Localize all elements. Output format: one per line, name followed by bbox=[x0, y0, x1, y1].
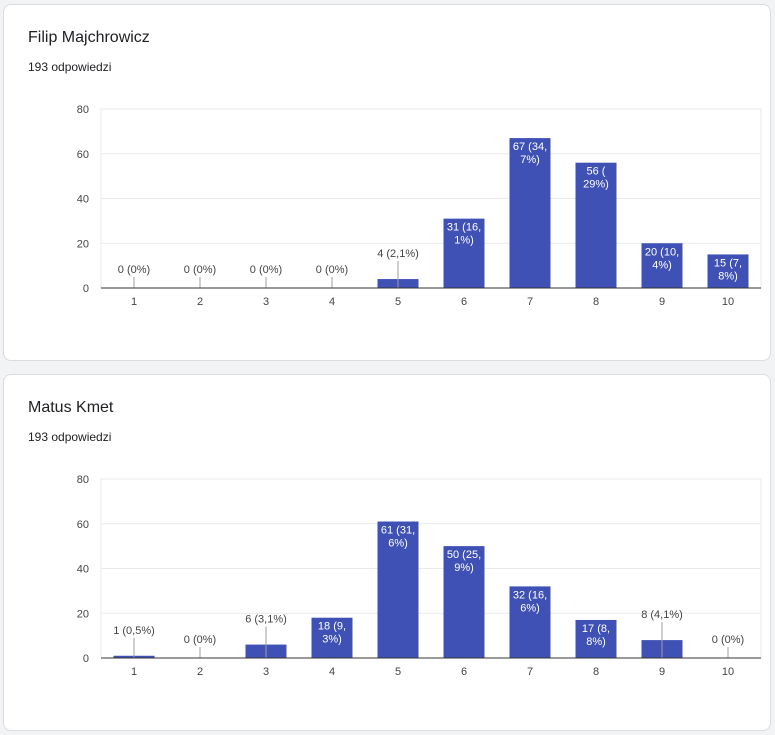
bar bbox=[509, 138, 551, 288]
data-label: 56 (29%) bbox=[583, 166, 609, 191]
bar bbox=[509, 586, 551, 658]
response-count: 193 odpowiedzi bbox=[28, 430, 112, 444]
x-tick-label: 1 bbox=[131, 666, 137, 678]
x-tick-label: 7 bbox=[527, 296, 533, 308]
x-tick-label: 5 bbox=[395, 296, 401, 308]
data-label: 1 (0,5%) bbox=[113, 625, 155, 637]
chart-card: Filip Majchrowicz 193 odpowiedzi 0 20 40 60… bbox=[3, 4, 771, 361]
data-label: 0 (0%) bbox=[712, 634, 744, 646]
x-tick-label: 2 bbox=[197, 296, 203, 308]
data-label: 20 (10, 4%) bbox=[645, 246, 679, 271]
data-label: 0 (0%) bbox=[316, 264, 348, 276]
question-title: Matus Kmet bbox=[28, 399, 114, 416]
x-tick-label: 2 bbox=[197, 666, 203, 678]
x-tick-label: 3 bbox=[263, 666, 269, 678]
data-label: 6 (3,1%) bbox=[245, 614, 287, 626]
bar bbox=[641, 243, 683, 288]
x-tick-label: 10 bbox=[722, 296, 734, 308]
response-count: 193 odpowiedzi bbox=[28, 60, 112, 74]
question-title: Filip Majchrowicz bbox=[28, 29, 150, 46]
x-tick-label: 6 bbox=[461, 296, 467, 308]
x-tick-label: 4 bbox=[329, 666, 335, 678]
y-tick-label: 0 bbox=[83, 283, 89, 295]
data-label: 4 (2,1%) bbox=[377, 248, 419, 260]
data-label: 15 (7, 8%) bbox=[714, 257, 742, 282]
x-tick-label: 6 bbox=[461, 666, 467, 678]
y-tick-label: 40 bbox=[77, 564, 89, 576]
x-tick-label: 8 bbox=[593, 666, 599, 678]
data-label: 50 (25, 9%) bbox=[447, 549, 481, 574]
y-tick-label: 20 bbox=[77, 608, 89, 620]
y-tick-label: 80 bbox=[77, 104, 89, 116]
bar bbox=[575, 162, 617, 288]
data-label: 17 (8, 8%) bbox=[582, 623, 610, 648]
data-label: 0 (0%) bbox=[184, 634, 216, 646]
data-label: 0 (0%) bbox=[118, 264, 150, 276]
y-tick-label: 0 bbox=[83, 653, 89, 665]
bar bbox=[707, 254, 749, 288]
bar bbox=[443, 546, 485, 658]
bar bbox=[575, 619, 617, 658]
y-tick-label: 20 bbox=[77, 238, 89, 250]
bar-chart: 0 20 40 60 80 1 1 (0,5%) 2 0 (0%) 3 6 (3,1%) 4 18 (9… bbox=[77, 474, 762, 678]
x-tick-label: 1 bbox=[131, 296, 137, 308]
data-label: 32 (16, 6%) bbox=[513, 589, 547, 614]
x-tick-label: 10 bbox=[722, 666, 734, 678]
data-label: 67 (34, 7%) bbox=[513, 141, 547, 166]
x-tick-label: 7 bbox=[527, 666, 533, 678]
data-label: 0 (0%) bbox=[250, 264, 282, 276]
data-label: 18 (9, 3%) bbox=[318, 621, 346, 646]
bar bbox=[377, 521, 419, 658]
bar-chart: 0 20 40 60 80 1 0 (0%) 2 0 (0%) 3 0 (0%) 4 0 (0%) 5 4 … bbox=[77, 104, 762, 308]
y-tick-label: 40 bbox=[77, 194, 89, 206]
x-tick-label: 8 bbox=[593, 296, 599, 308]
bar bbox=[311, 617, 353, 658]
data-label: 0 (0%) bbox=[184, 264, 216, 276]
y-tick-label: 80 bbox=[77, 474, 89, 486]
data-label: 31 (16, 1%) bbox=[447, 222, 481, 247]
y-tick-label: 60 bbox=[77, 149, 89, 161]
x-tick-label: 9 bbox=[659, 296, 665, 308]
x-tick-label: 9 bbox=[659, 666, 665, 678]
x-tick-label: 4 bbox=[329, 296, 335, 308]
data-label: 61 (31, 6%) bbox=[381, 525, 415, 550]
x-tick-label: 3 bbox=[263, 296, 269, 308]
chart-card: Matus Kmet 193 odpowiedzi 0 20 40 60 80 1 1 (0… bbox=[3, 374, 771, 731]
x-tick-label: 5 bbox=[395, 666, 401, 678]
data-label: 8 (4,1%) bbox=[641, 609, 683, 621]
bar bbox=[443, 218, 485, 288]
y-tick-label: 60 bbox=[77, 519, 89, 531]
